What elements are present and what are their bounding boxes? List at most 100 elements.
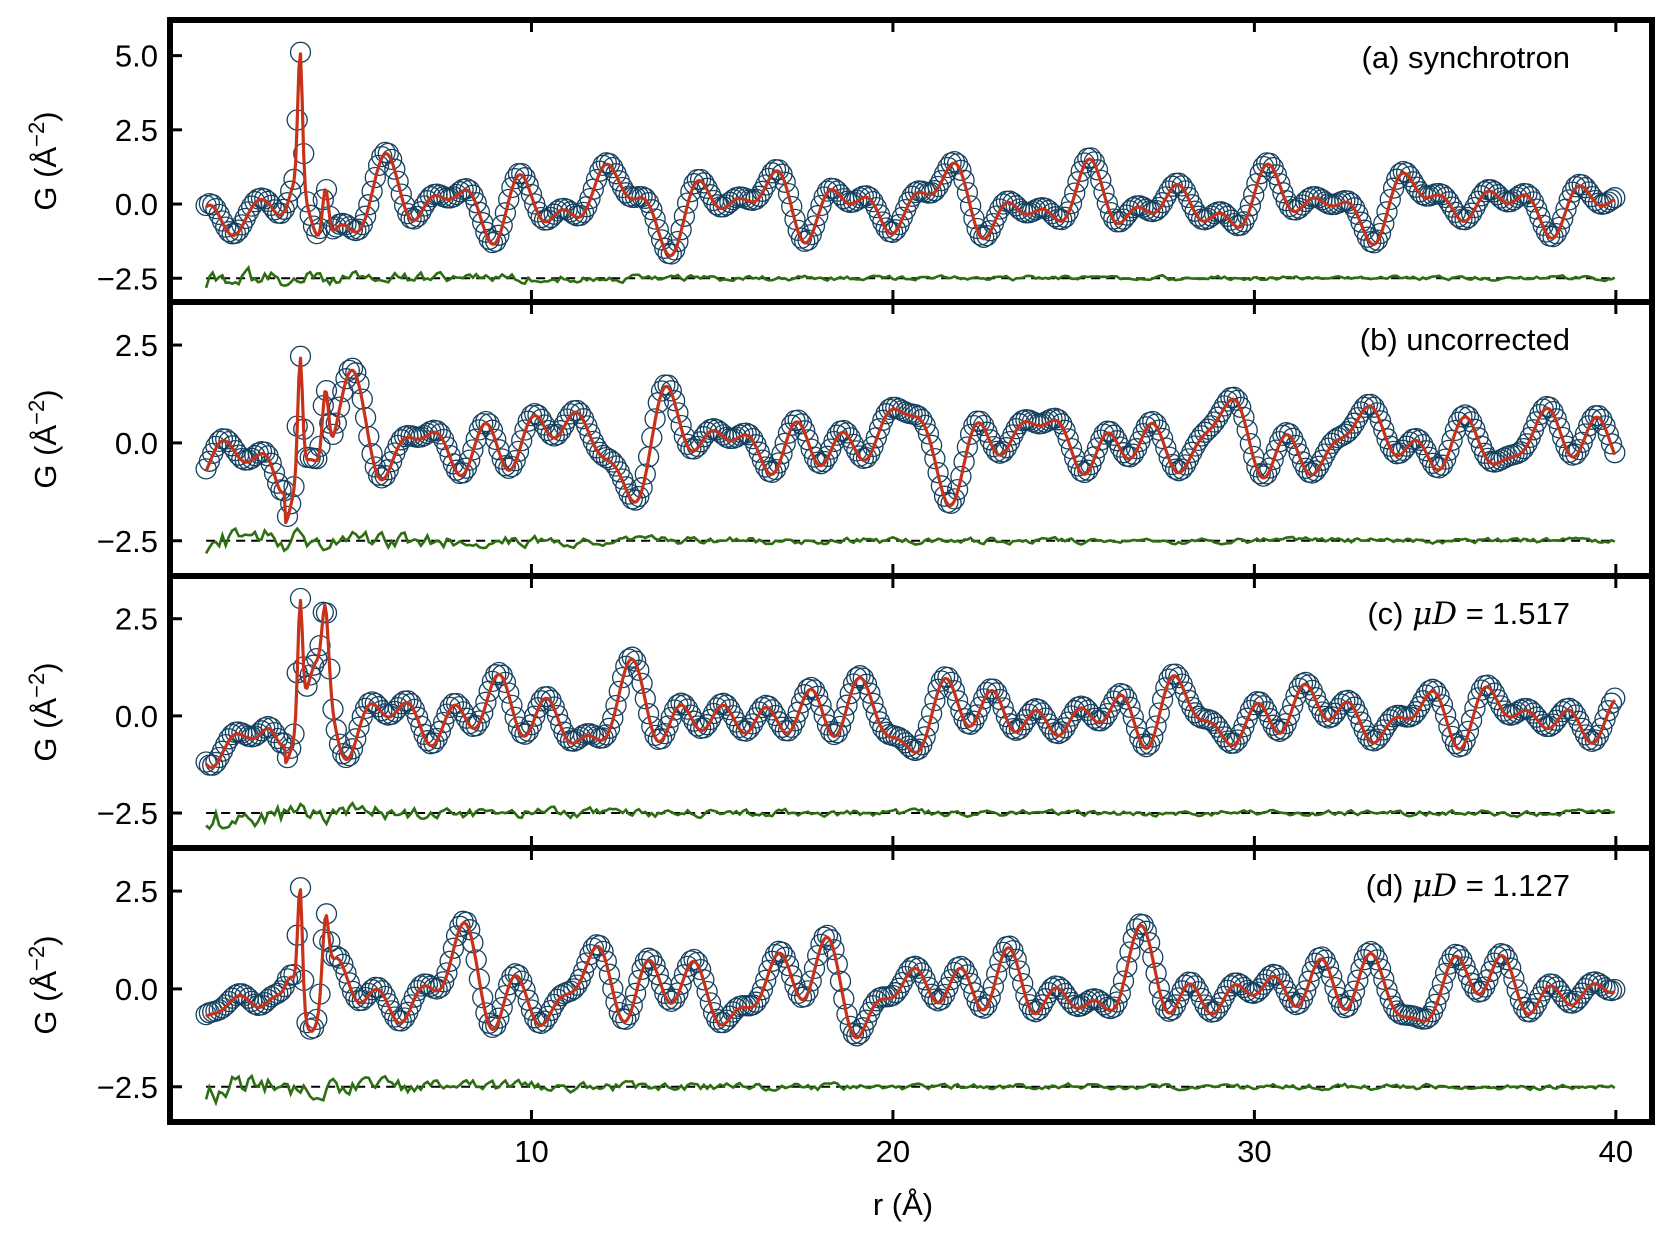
observed-point <box>267 982 289 1005</box>
observed-point <box>432 711 455 734</box>
observed-point <box>969 224 992 246</box>
observed-point <box>1369 222 1392 245</box>
observed-point <box>475 410 497 433</box>
observed-point <box>276 968 299 990</box>
observed-point <box>924 180 946 202</box>
observed-point <box>1236 204 1258 226</box>
y-tick-label: 0.0 <box>115 187 158 222</box>
observed-point <box>742 427 764 450</box>
observed-point <box>953 451 975 473</box>
y-tick-label: −2.5 <box>97 1070 158 1105</box>
observed-point <box>1145 962 1167 984</box>
observed-point <box>966 990 988 1012</box>
observed-point <box>1093 994 1115 1016</box>
observed-point <box>1034 707 1057 729</box>
observed-point <box>494 984 517 1007</box>
observed-point <box>1308 455 1330 477</box>
observed-point <box>358 982 380 1005</box>
observed-point <box>1600 433 1623 455</box>
observed-point <box>1060 192 1083 215</box>
observed-point <box>755 969 777 991</box>
observed-point <box>260 452 282 474</box>
observed-point <box>1233 406 1255 429</box>
observed-point <box>579 187 601 210</box>
observed-point <box>254 441 276 463</box>
series-calculated <box>205 888 1616 1040</box>
observed-point <box>1428 685 1450 708</box>
observed-point <box>537 686 559 708</box>
observed-point <box>354 697 377 720</box>
observed-point <box>351 213 373 236</box>
observed-point <box>1451 406 1473 428</box>
observed-point <box>341 738 364 760</box>
observed-point <box>1311 449 1333 471</box>
observed-point <box>748 185 770 207</box>
observed-point <box>1210 992 1232 1014</box>
y-axis-label: G (Å−2) <box>24 662 63 761</box>
observed-point <box>423 732 445 754</box>
x-tick-label: 20 <box>876 1134 910 1169</box>
observed-point <box>602 977 624 1000</box>
y-axis-label: G (Å−2) <box>24 935 63 1034</box>
observed-point <box>1360 940 1382 963</box>
observed-point <box>585 168 608 191</box>
observed-point <box>1298 674 1320 696</box>
observed-point <box>771 443 793 465</box>
y-tick-label: 0.0 <box>115 972 158 1007</box>
y-axis-label: G (Å−2) <box>24 389 63 488</box>
x-axis-label: r (Å) <box>873 1187 933 1222</box>
y-tick-label: −2.5 <box>97 796 158 831</box>
observed-point <box>302 1017 325 1039</box>
observed-point <box>364 166 386 189</box>
observed-point <box>1119 696 1141 718</box>
observed-point <box>1239 195 1262 217</box>
observed-point <box>1438 191 1460 213</box>
observed-point <box>1454 404 1476 426</box>
observed-point <box>1526 198 1548 220</box>
observed-point <box>742 994 764 1016</box>
observed-point <box>491 214 513 236</box>
observed-point <box>859 682 881 704</box>
observed-point <box>1148 702 1170 724</box>
observed-point <box>816 924 839 947</box>
observed-point <box>956 181 979 204</box>
observed-point <box>1454 729 1476 752</box>
observed-point <box>1008 960 1031 982</box>
observed-point <box>722 704 744 727</box>
observed-point <box>1600 692 1623 714</box>
observed-point <box>829 715 852 738</box>
observed-point <box>1389 162 1411 185</box>
observed-point <box>982 435 1005 458</box>
observed-point <box>1477 674 1499 696</box>
observed-point <box>1002 424 1024 446</box>
observed-point <box>1460 202 1483 224</box>
observed-point <box>1122 706 1144 729</box>
observed-point <box>924 689 946 712</box>
observed-point <box>693 969 715 991</box>
y-tick-label: 0.0 <box>115 426 158 461</box>
observed-point <box>1487 688 1509 711</box>
panel-frame <box>167 845 1655 1125</box>
observed-point <box>572 201 595 224</box>
observed-point <box>481 231 504 254</box>
observed-point <box>595 950 617 972</box>
observed-point <box>1431 973 1454 995</box>
observed-point <box>426 420 448 442</box>
observed-point <box>781 195 803 218</box>
observed-point <box>943 679 966 702</box>
observed-point <box>1552 208 1574 230</box>
observed-point <box>784 208 806 231</box>
observed-point <box>276 505 299 528</box>
observed-point <box>1363 943 1385 965</box>
observed-point <box>1490 449 1512 471</box>
plot-area <box>195 41 1626 289</box>
observed-point <box>924 447 946 470</box>
observed-point <box>1125 918 1148 940</box>
observed-point <box>481 419 504 441</box>
observed-point <box>1174 681 1197 703</box>
observed-point <box>797 980 819 1002</box>
observed-point <box>800 970 822 992</box>
observed-point <box>390 1010 412 1032</box>
observed-point <box>986 963 1008 985</box>
observed-point <box>673 205 696 227</box>
